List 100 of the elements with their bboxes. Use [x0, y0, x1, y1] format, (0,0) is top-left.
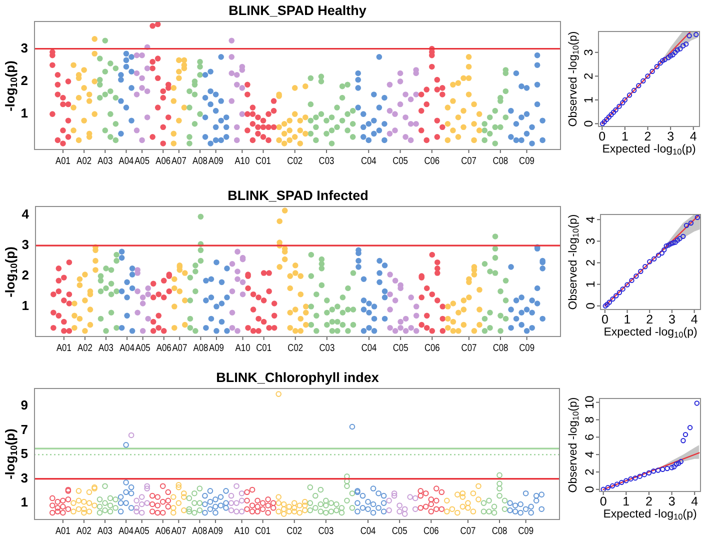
point — [651, 256, 657, 262]
point — [307, 507, 314, 514]
x-tick-label: C04 — [361, 342, 377, 353]
point — [87, 322, 94, 328]
point — [234, 137, 240, 144]
point — [254, 504, 260, 510]
point — [265, 502, 271, 508]
point — [604, 116, 610, 122]
point — [534, 300, 540, 306]
point — [192, 120, 198, 127]
point — [605, 485, 610, 490]
chart-title: BLINK_Chlorophyll index — [216, 370, 379, 386]
point — [170, 510, 176, 516]
point — [249, 508, 256, 514]
point — [460, 504, 466, 510]
x-tick-label: A09 — [209, 342, 224, 353]
x-tick-label: C02 — [286, 525, 302, 536]
x-tick-label: A06 — [156, 155, 171, 166]
y-tick-label: 4 — [583, 216, 598, 223]
point — [112, 137, 119, 144]
x-tick-label: A01 — [55, 525, 70, 536]
x-tick-label: C08 — [492, 155, 508, 166]
x-tick-label: A01 — [56, 342, 72, 353]
point — [61, 328, 67, 334]
point — [355, 104, 362, 110]
point — [434, 298, 440, 304]
point — [96, 94, 103, 101]
point — [139, 137, 145, 144]
point — [114, 324, 120, 331]
point — [287, 324, 294, 331]
point — [50, 502, 56, 508]
y-tick-label: 1 — [583, 280, 598, 288]
y-tick-label: 2 — [583, 259, 598, 266]
point — [434, 134, 440, 140]
x-tick-label: 1 — [622, 494, 630, 508]
x-tick-label: C03 — [318, 525, 334, 536]
point — [198, 258, 204, 264]
y-tick-label: 0 — [583, 302, 598, 310]
point — [239, 111, 246, 117]
point — [642, 264, 648, 270]
point — [276, 508, 282, 514]
point — [160, 498, 166, 505]
y-tick-label: 0 — [581, 120, 596, 128]
point — [102, 128, 108, 134]
point — [646, 470, 652, 476]
point — [292, 328, 298, 334]
point — [81, 510, 87, 516]
point — [92, 111, 98, 117]
x-tick-label: C06 — [424, 342, 440, 353]
point — [433, 506, 440, 512]
point — [626, 92, 632, 98]
x-tick-label: A10 — [234, 525, 250, 536]
point — [669, 465, 674, 470]
x-tick-label: 0 — [601, 312, 608, 326]
point — [413, 120, 419, 127]
point — [616, 104, 622, 109]
point — [165, 498, 172, 504]
x-tick-label: A02 — [76, 155, 92, 166]
point — [349, 504, 356, 511]
point — [616, 290, 622, 296]
point — [108, 134, 114, 140]
x-tick-label: A03 — [98, 525, 112, 536]
point — [240, 291, 246, 298]
x-tick-label: C07 — [460, 525, 476, 536]
x-tick-label: A03 — [98, 342, 114, 353]
point — [176, 500, 182, 506]
point — [134, 508, 140, 514]
x-tick-label: C04 — [360, 525, 376, 536]
point — [610, 296, 616, 302]
x-tick-label: C06 — [423, 525, 439, 536]
point — [54, 137, 61, 144]
chart-title: BLINK_SPAD Healthy — [228, 3, 366, 19]
point — [683, 41, 689, 47]
x-axis-title: Expected -log$_{10}$(p) — [603, 508, 697, 522]
x-tick-label: A05 — [134, 525, 150, 536]
point — [150, 328, 156, 334]
point — [678, 458, 684, 464]
point — [660, 58, 666, 64]
point — [234, 328, 240, 334]
y-tick-label: 5 — [20, 446, 28, 462]
point — [637, 474, 642, 479]
x-tick-label: C01 — [255, 525, 271, 536]
point — [684, 222, 690, 228]
point — [677, 236, 682, 242]
y-tick-label: 0 — [582, 486, 596, 493]
x-tick-label: C07 — [461, 342, 477, 353]
point — [54, 508, 61, 514]
point — [154, 510, 161, 516]
point — [645, 74, 650, 79]
point — [664, 243, 669, 249]
point — [50, 111, 56, 117]
y-tick-label: 7 — [20, 422, 28, 437]
x-tick-label: C02 — [287, 155, 303, 166]
point — [128, 118, 134, 124]
x-tick-label: A03 — [98, 155, 113, 166]
y-tick-label: 2 — [581, 72, 596, 80]
x-tick-label: A08 — [192, 155, 208, 166]
point — [647, 259, 652, 264]
point — [160, 140, 166, 146]
point — [250, 111, 256, 117]
